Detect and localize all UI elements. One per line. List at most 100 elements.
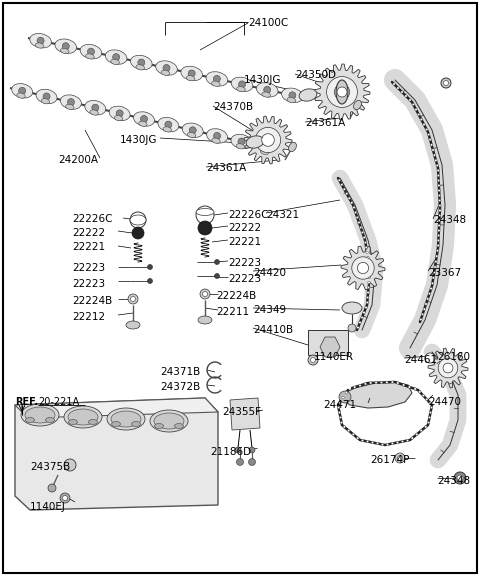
Circle shape (348, 197, 350, 199)
Circle shape (439, 209, 441, 212)
Circle shape (237, 458, 243, 465)
Circle shape (368, 281, 370, 284)
Ellipse shape (236, 143, 244, 149)
Circle shape (366, 251, 368, 253)
Circle shape (430, 406, 432, 409)
Ellipse shape (155, 423, 164, 429)
Circle shape (200, 289, 210, 299)
Ellipse shape (126, 321, 140, 329)
Polygon shape (314, 64, 370, 120)
Circle shape (431, 143, 433, 146)
Circle shape (338, 179, 340, 181)
Circle shape (429, 411, 432, 414)
Text: REF.: REF. (15, 397, 38, 407)
Circle shape (405, 95, 407, 97)
Circle shape (395, 453, 405, 463)
Circle shape (165, 121, 172, 128)
Circle shape (62, 495, 68, 501)
Circle shape (350, 202, 353, 204)
Ellipse shape (17, 93, 25, 98)
Ellipse shape (175, 423, 183, 429)
Ellipse shape (46, 418, 55, 423)
Text: 24470: 24470 (428, 397, 461, 407)
Text: 26174P: 26174P (370, 455, 409, 465)
Polygon shape (340, 382, 412, 408)
Ellipse shape (35, 43, 44, 48)
Ellipse shape (69, 419, 77, 425)
Circle shape (289, 92, 296, 98)
Circle shape (412, 103, 415, 106)
Ellipse shape (246, 136, 264, 148)
Text: 1430JG: 1430JG (244, 75, 281, 85)
Circle shape (438, 229, 440, 232)
Circle shape (130, 212, 146, 228)
Circle shape (337, 87, 347, 97)
Ellipse shape (60, 48, 69, 54)
Polygon shape (230, 398, 260, 430)
Circle shape (338, 411, 341, 414)
Circle shape (203, 291, 207, 297)
Circle shape (262, 143, 269, 151)
Ellipse shape (163, 127, 171, 132)
Circle shape (60, 493, 70, 503)
Text: 24321: 24321 (266, 210, 299, 220)
Circle shape (345, 391, 348, 394)
Circle shape (372, 441, 374, 444)
Text: 22222: 22222 (72, 228, 105, 238)
Ellipse shape (111, 411, 141, 427)
Circle shape (426, 398, 428, 400)
Ellipse shape (68, 409, 98, 425)
Circle shape (437, 234, 440, 237)
Circle shape (138, 59, 145, 66)
Text: 22221: 22221 (228, 237, 261, 247)
Ellipse shape (114, 116, 123, 121)
Ellipse shape (105, 50, 127, 65)
Circle shape (438, 214, 441, 217)
Text: 24371B: 24371B (160, 367, 200, 377)
Circle shape (438, 190, 440, 192)
Ellipse shape (231, 77, 253, 92)
Polygon shape (341, 246, 385, 290)
Circle shape (391, 442, 394, 445)
Circle shape (427, 298, 429, 300)
Text: 22226C: 22226C (72, 214, 112, 224)
Circle shape (425, 353, 435, 363)
Circle shape (430, 287, 432, 290)
Text: 24200A: 24200A (58, 155, 98, 165)
Circle shape (311, 358, 315, 362)
Circle shape (416, 433, 418, 435)
Circle shape (457, 475, 463, 481)
Circle shape (370, 382, 372, 384)
Circle shape (368, 276, 371, 279)
Text: 24471: 24471 (323, 400, 356, 410)
Circle shape (340, 184, 343, 186)
Circle shape (397, 87, 399, 89)
Circle shape (249, 458, 255, 465)
Text: 24372B: 24372B (160, 382, 200, 392)
Circle shape (255, 127, 281, 153)
Circle shape (397, 456, 403, 460)
Ellipse shape (156, 61, 177, 75)
Circle shape (339, 391, 351, 403)
Ellipse shape (342, 302, 362, 314)
Circle shape (43, 93, 50, 100)
Circle shape (425, 303, 427, 305)
Circle shape (264, 86, 271, 93)
Circle shape (437, 175, 440, 177)
Circle shape (438, 219, 441, 222)
Circle shape (433, 271, 435, 274)
Ellipse shape (133, 112, 155, 126)
Text: 24100C: 24100C (248, 18, 288, 28)
Circle shape (37, 37, 44, 44)
Circle shape (359, 384, 361, 386)
Circle shape (215, 274, 219, 279)
Circle shape (418, 113, 420, 116)
Circle shape (438, 194, 441, 196)
Ellipse shape (181, 66, 203, 81)
Circle shape (364, 241, 367, 244)
Ellipse shape (109, 106, 130, 120)
Text: 24370B: 24370B (213, 102, 253, 112)
Text: 1430JG: 1430JG (120, 135, 157, 145)
Circle shape (215, 260, 219, 264)
Ellipse shape (255, 140, 276, 154)
